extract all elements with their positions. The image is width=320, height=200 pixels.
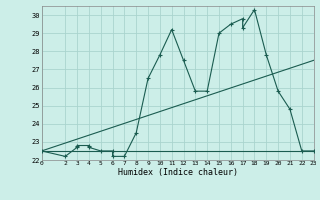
X-axis label: Humidex (Indice chaleur): Humidex (Indice chaleur) <box>118 168 237 177</box>
